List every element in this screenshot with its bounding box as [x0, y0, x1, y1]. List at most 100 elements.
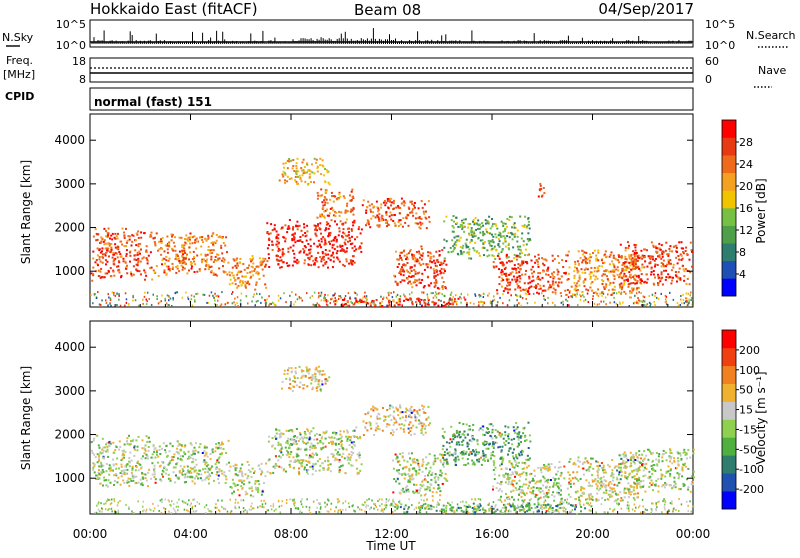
colorbar-tick-label: 28: [739, 136, 753, 149]
colorbar-swatch: [722, 190, 736, 208]
cpid-mode-text: normal (fast) 151: [94, 95, 212, 109]
colorbar-swatch: [722, 366, 736, 384]
x-tick-label: 16:00: [475, 527, 510, 541]
echo-region: [618, 448, 695, 493]
y-tick-label: 1000: [54, 471, 85, 485]
echo-region: [228, 461, 267, 498]
colorbar-swatch: [722, 491, 736, 509]
colorbar-swatch: [722, 348, 736, 366]
y-tick-label: 1000: [54, 264, 85, 278]
nave-label: Nave: [758, 64, 786, 77]
freq-frame: [90, 58, 693, 82]
x-axis-label: Time UT: [365, 539, 416, 553]
echo-region: [281, 366, 330, 392]
y-tick-label: 4000: [54, 133, 85, 147]
echo-region: [266, 219, 363, 269]
echo-region: [153, 232, 230, 277]
echo-region: [363, 404, 432, 436]
colorbar-swatch: [722, 226, 736, 244]
echo-region: [568, 456, 644, 501]
echo-region: [91, 435, 155, 488]
freq-tick-top: 18: [72, 55, 86, 68]
freq-label: Freq.: [6, 54, 33, 67]
x-tick-label: 08:00: [274, 527, 309, 541]
velocity-colorbar-label: Velocity [m s⁻¹]: [754, 371, 768, 464]
colorbar-tick-label: 20: [739, 180, 753, 193]
colorbar-swatch: [722, 330, 736, 348]
nsearch-tick-top: 10^5: [705, 18, 735, 31]
echo-region: [317, 188, 355, 220]
freq-panel: Freq. [MHz] 18 8 60 0 Nave: [3, 54, 786, 87]
colorbar-swatch: [722, 455, 736, 473]
velocity-data: [91, 366, 695, 515]
power-ylabel: Slant Range [km]: [19, 160, 33, 264]
nsearch-label: N.Search: [746, 29, 796, 42]
colorbar-swatch: [722, 120, 736, 138]
echo-region: [362, 198, 431, 230]
colorbar-tick-label: 24: [739, 158, 753, 171]
colorbar-tick-label: 12: [739, 224, 753, 237]
echo-region: [443, 215, 531, 260]
cpid-label: CPID: [5, 90, 34, 103]
colorbar-swatch: [722, 208, 736, 226]
power-colorbar: 4 8 12 16 20 24 28: [722, 120, 753, 296]
colorbar-swatch: [722, 384, 736, 402]
freq-unit: [MHz]: [3, 68, 35, 81]
power-colorbar-label: Power [dB]: [754, 178, 768, 243]
colorbar-tick-label: -200: [739, 483, 764, 496]
colorbar-tick-label: 4: [739, 268, 746, 281]
colorbar-swatch: [722, 278, 736, 296]
y-tick-label: 2000: [54, 428, 85, 442]
colorbar-swatch: [722, 155, 736, 173]
echo-region: [91, 228, 155, 282]
colorbar-swatch: [722, 261, 736, 279]
power-data: [90, 158, 694, 308]
colorbar-swatch: [722, 437, 736, 455]
colorbar-tick-label: 200: [739, 344, 760, 357]
nave-tick-bottom: 0: [705, 73, 712, 86]
y-tick-label: 3000: [54, 177, 85, 191]
power-frame: [90, 114, 693, 307]
y-tick-label: 3000: [54, 384, 85, 398]
x-tick-label: 00:00: [73, 527, 108, 541]
freq-tick-bottom: 8: [79, 73, 86, 86]
colorbar-swatch: [722, 402, 736, 420]
cpid-panel: CPID normal (fast) 151: [5, 88, 693, 110]
x-tick-label: 00:00: [676, 527, 711, 541]
echo-region: [442, 422, 532, 466]
echo-region: [318, 298, 468, 308]
echo-region: [492, 461, 569, 501]
nsky-tick-bottom: 10^0: [56, 39, 86, 52]
echo-region: [228, 255, 267, 291]
date-label: 04/Sep/2017: [598, 0, 694, 18]
echo-region: [153, 440, 230, 485]
colorbar-swatch: [722, 420, 736, 438]
station-title: Hokkaido East (fitACF): [90, 0, 258, 18]
colorbar-swatch: [722, 243, 736, 261]
colorbar-tick-label: 15: [739, 404, 753, 417]
echo-region: [392, 452, 448, 497]
echo-region: [568, 249, 645, 294]
echo-region: [279, 158, 331, 186]
nsky-tick-top: 10^5: [56, 18, 86, 31]
x-tick-label: 20:00: [575, 527, 610, 541]
colorbar-swatch: [722, 173, 736, 191]
echo-region: [267, 426, 363, 475]
echo-region: [538, 183, 546, 198]
beam-label: Beam 08: [354, 1, 421, 19]
nsky-label: N.Sky: [2, 31, 34, 44]
nsearch-tick-bottom: 10^0: [705, 39, 735, 52]
colorbar-tick-label: 8: [739, 246, 746, 259]
colorbar-swatch: [722, 473, 736, 491]
velocity-ylabel: Slant Range [km]: [19, 366, 33, 470]
echo-region: [493, 254, 569, 295]
x-tick-label: 04:00: [173, 527, 208, 541]
colorbar-tick-label: 50: [739, 384, 753, 397]
colorbar-tick-label: 16: [739, 202, 753, 215]
echo-region: [393, 246, 447, 291]
nave-tick-top: 60: [705, 55, 719, 68]
